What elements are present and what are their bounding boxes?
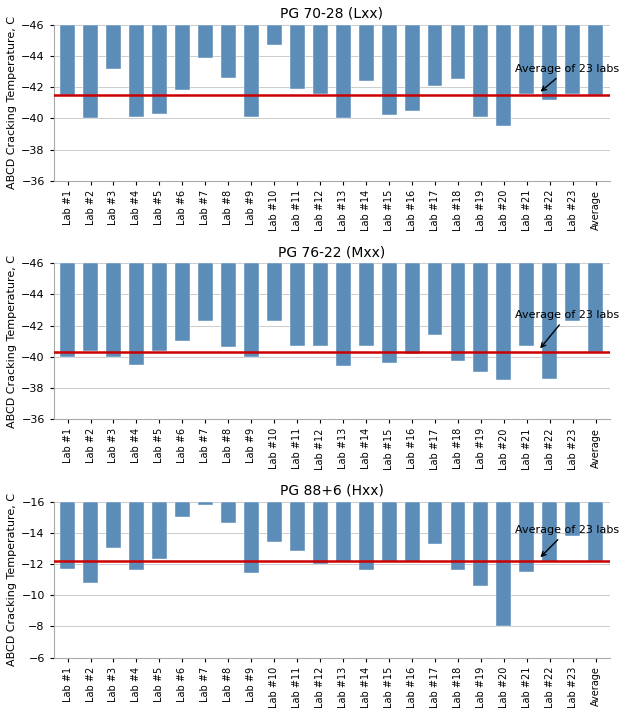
Bar <box>290 25 304 89</box>
Bar <box>404 263 420 354</box>
Bar <box>83 25 98 119</box>
Bar <box>496 263 512 380</box>
Bar <box>519 25 534 94</box>
Bar <box>244 501 259 573</box>
Bar <box>519 263 534 346</box>
Title: PG 70-28 (Lxx): PG 70-28 (Lxx) <box>280 7 383 21</box>
Bar <box>427 501 443 543</box>
Bar <box>336 263 350 366</box>
Bar <box>175 25 190 90</box>
Bar <box>496 25 512 127</box>
Title: PG 88+6 (Hxx): PG 88+6 (Hxx) <box>280 483 383 498</box>
Bar <box>267 501 282 542</box>
Bar <box>198 501 213 505</box>
Bar <box>382 25 397 115</box>
Bar <box>244 263 259 357</box>
Bar <box>359 263 373 346</box>
Bar <box>221 263 236 347</box>
Bar <box>60 25 75 95</box>
Bar <box>589 501 603 561</box>
Bar <box>313 501 327 564</box>
Bar <box>427 263 443 335</box>
Bar <box>152 263 167 350</box>
Bar <box>290 501 304 551</box>
Bar <box>83 501 98 583</box>
Bar <box>566 263 580 321</box>
Bar <box>519 501 534 572</box>
Bar <box>175 263 190 341</box>
Bar <box>152 501 167 559</box>
Bar <box>359 501 373 570</box>
Bar <box>198 263 213 321</box>
Bar <box>221 501 236 523</box>
Bar <box>566 25 580 94</box>
Bar <box>129 25 144 117</box>
Bar <box>106 25 121 69</box>
Bar <box>313 25 327 94</box>
Bar <box>129 263 144 365</box>
Bar <box>473 25 489 117</box>
Bar <box>60 263 75 357</box>
Text: Average of 23 labs: Average of 23 labs <box>515 310 620 347</box>
Bar <box>496 501 512 626</box>
Y-axis label: ABCD Cracking Temperature, C: ABCD Cracking Temperature, C <box>7 493 17 666</box>
Bar <box>60 501 75 568</box>
Bar <box>542 501 557 563</box>
Bar <box>404 25 420 111</box>
Bar <box>106 263 121 357</box>
Y-axis label: ABCD Cracking Temperature, C: ABCD Cracking Temperature, C <box>7 16 17 189</box>
Bar <box>129 501 144 570</box>
Bar <box>404 501 420 563</box>
Text: Average of 23 labs: Average of 23 labs <box>515 525 620 556</box>
Bar <box>221 25 236 78</box>
Bar <box>382 263 397 363</box>
Bar <box>542 263 557 379</box>
Bar <box>589 25 603 95</box>
Y-axis label: ABCD Cracking Temperature, C: ABCD Cracking Temperature, C <box>7 255 17 428</box>
Bar <box>198 25 213 58</box>
Bar <box>566 501 580 536</box>
Bar <box>450 263 466 362</box>
Bar <box>359 25 373 81</box>
Bar <box>473 501 489 586</box>
Bar <box>427 25 443 86</box>
Bar <box>290 263 304 346</box>
Title: PG 76-22 (Mxx): PG 76-22 (Mxx) <box>278 245 385 260</box>
Bar <box>336 25 350 119</box>
Bar <box>589 263 603 352</box>
Bar <box>106 501 121 548</box>
Bar <box>83 263 98 350</box>
Bar <box>336 501 350 563</box>
Text: Average of 23 labs: Average of 23 labs <box>515 64 620 91</box>
Bar <box>175 501 190 517</box>
Bar <box>313 263 327 346</box>
Bar <box>244 25 259 117</box>
Bar <box>152 25 167 114</box>
Bar <box>450 501 466 570</box>
Bar <box>267 25 282 45</box>
Bar <box>450 25 466 79</box>
Bar <box>473 263 489 373</box>
Bar <box>542 25 557 100</box>
Bar <box>267 263 282 321</box>
Bar <box>382 501 397 563</box>
